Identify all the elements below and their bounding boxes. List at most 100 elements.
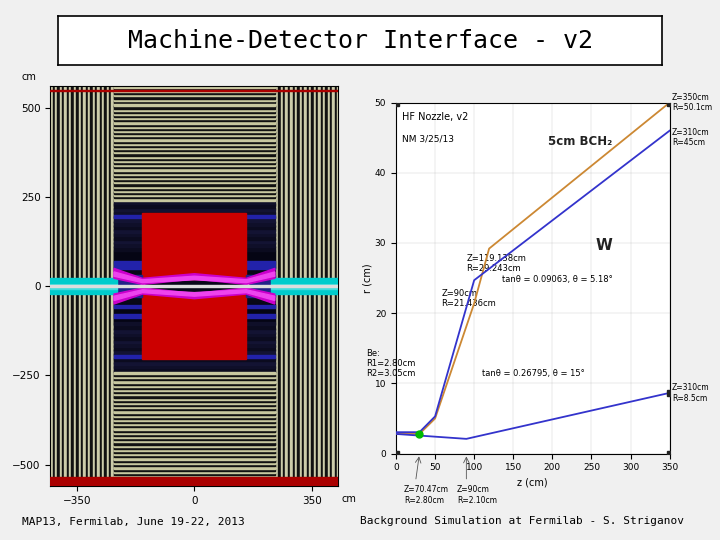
Bar: [114, 98, 275, 100]
Bar: [295, 86, 297, 486]
Bar: [114, 368, 275, 372]
Bar: [114, 215, 275, 218]
Text: Z=90cm
R=21.436cm: Z=90cm R=21.436cm: [441, 289, 496, 308]
Bar: [114, 462, 275, 464]
Bar: [311, 86, 314, 486]
Bar: [114, 441, 275, 443]
Bar: [114, 402, 275, 404]
Bar: [143, 293, 246, 359]
Bar: [114, 154, 275, 157]
Bar: [114, 379, 275, 381]
Bar: [114, 199, 275, 201]
Bar: [114, 409, 275, 411]
Bar: [114, 173, 275, 175]
X-axis label: z (cm): z (cm): [518, 478, 548, 488]
Bar: [95, 86, 97, 486]
Bar: [274, 86, 276, 486]
Bar: [114, 326, 275, 328]
Bar: [114, 104, 275, 106]
Bar: [114, 171, 275, 173]
Bar: [114, 152, 275, 154]
Bar: [114, 449, 275, 451]
Bar: [114, 164, 275, 166]
Bar: [114, 423, 275, 426]
Bar: [114, 415, 275, 417]
Text: Z=350cm
R=50.1cm: Z=350cm R=50.1cm: [672, 93, 712, 112]
Bar: [114, 391, 275, 393]
Bar: [114, 400, 275, 402]
Bar: [50, 278, 117, 284]
Bar: [114, 477, 275, 480]
Bar: [114, 342, 275, 345]
Bar: [114, 266, 275, 269]
Bar: [114, 343, 275, 347]
Bar: [114, 244, 275, 247]
Bar: [114, 382, 275, 384]
Bar: [114, 464, 275, 466]
Bar: [114, 366, 275, 368]
Bar: [288, 86, 290, 486]
Text: MAP13, Fermilab, June 19-22, 2013: MAP13, Fermilab, June 19-22, 2013: [22, 516, 244, 526]
Bar: [314, 86, 316, 486]
Bar: [271, 278, 338, 284]
Bar: [114, 215, 275, 218]
Bar: [114, 124, 275, 126]
Bar: [114, 90, 275, 92]
Bar: [114, 192, 275, 194]
Bar: [114, 129, 275, 131]
Bar: [290, 86, 292, 486]
Bar: [114, 97, 275, 98]
Bar: [114, 113, 275, 116]
Bar: [114, 86, 116, 486]
Bar: [62, 86, 65, 486]
Bar: [114, 233, 275, 235]
Bar: [114, 354, 275, 357]
Bar: [271, 289, 338, 294]
Bar: [307, 86, 309, 486]
Bar: [114, 146, 275, 148]
Bar: [114, 197, 275, 199]
Bar: [114, 231, 275, 233]
Bar: [114, 88, 275, 90]
Bar: [316, 86, 318, 486]
Bar: [114, 226, 275, 229]
Bar: [78, 86, 81, 486]
Bar: [114, 163, 275, 165]
Bar: [114, 456, 275, 458]
Bar: [263, 215, 265, 357]
Bar: [309, 86, 311, 486]
Text: cm: cm: [341, 494, 356, 504]
Bar: [114, 190, 275, 192]
Bar: [114, 122, 275, 124]
Bar: [279, 86, 281, 486]
Bar: [76, 86, 78, 486]
Text: NM 3/25/13: NM 3/25/13: [402, 134, 454, 143]
Bar: [114, 106, 275, 109]
Bar: [114, 188, 275, 191]
Bar: [114, 390, 275, 392]
Bar: [114, 120, 275, 122]
Bar: [114, 370, 275, 373]
Bar: [114, 372, 275, 374]
Bar: [114, 392, 275, 394]
Bar: [114, 387, 275, 389]
Text: tanθ = 0.09063, θ = 5.18°: tanθ = 0.09063, θ = 5.18°: [502, 275, 612, 284]
Bar: [114, 115, 275, 117]
Bar: [114, 179, 275, 181]
Bar: [114, 442, 275, 444]
Bar: [74, 86, 76, 486]
Bar: [114, 415, 275, 417]
Bar: [112, 86, 114, 486]
Bar: [88, 86, 90, 486]
Bar: [114, 246, 275, 248]
Bar: [114, 238, 275, 240]
Bar: [114, 225, 275, 227]
Bar: [337, 86, 339, 486]
Bar: [114, 235, 275, 238]
Bar: [114, 227, 275, 229]
Bar: [114, 130, 275, 132]
Bar: [104, 86, 107, 486]
Bar: [114, 457, 275, 460]
Bar: [114, 347, 275, 350]
Bar: [138, 215, 141, 357]
